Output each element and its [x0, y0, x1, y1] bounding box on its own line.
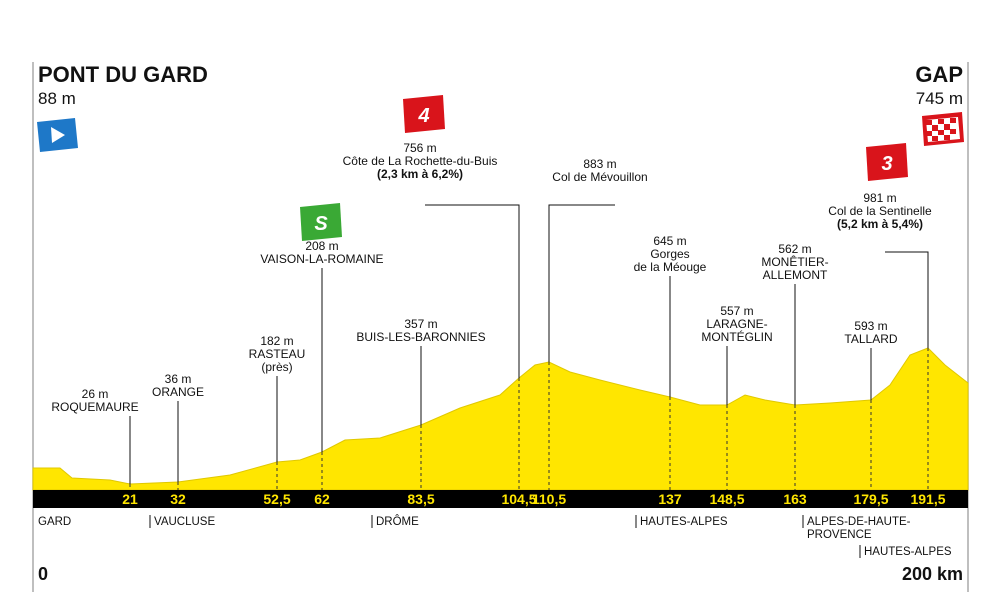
waypoint-name: RASTEAU — [249, 347, 306, 361]
waypoint-altitude: 981 m — [863, 191, 896, 205]
waypoint-name: ORANGE — [152, 385, 204, 399]
waypoint-altitude: 883 m — [583, 157, 616, 171]
climb-badge — [403, 95, 445, 133]
waypoint-name: (2,3 km à 6,2%) — [377, 167, 463, 181]
km-label: 137 — [658, 491, 682, 507]
waypoint-name: MONTÉGLIN — [701, 329, 772, 344]
km-label: 83,5 — [407, 491, 434, 507]
badge-label: 3 — [881, 153, 892, 175]
waypoint-name: Côte de La Rochette-du-Buis — [343, 154, 498, 168]
leader-line — [425, 204, 520, 378]
leader-line — [885, 251, 929, 348]
waypoint-altitude: 562 m — [778, 242, 811, 256]
department-name: HAUTES-ALPES — [864, 546, 952, 558]
badge-label: S — [314, 213, 328, 235]
finish-altitude: 745 m — [916, 89, 963, 108]
waypoint-name: Col de Mévouillon — [552, 170, 647, 184]
waypoint-altitude: 557 m — [720, 304, 753, 318]
waypoint-name: MONÊTIER- — [761, 254, 828, 269]
department-name: PROVENCE — [807, 529, 872, 541]
km-label: 148,5 — [709, 491, 744, 507]
km-label: 179,5 — [853, 491, 888, 507]
finish-flag — [922, 112, 964, 146]
department-name: GARD — [38, 516, 71, 528]
waypoint-name: ALLEMONT — [763, 268, 828, 282]
department-name: ALPES-DE-HAUTE- — [807, 516, 911, 528]
leader-line — [548, 204, 615, 362]
department-name: HAUTES-ALPES — [640, 516, 728, 528]
distance-end: 200 km — [902, 564, 963, 584]
waypoint-altitude: 756 m — [403, 141, 436, 155]
waypoint-name: (5,2 km à 5,4%) — [837, 217, 923, 231]
start-name: PONT DU GARD — [38, 62, 208, 87]
km-label: 110,5 — [532, 491, 566, 507]
waypoint-name: de la Méouge — [634, 260, 707, 274]
waypoint-altitude: 645 m — [653, 234, 686, 248]
distance-start: 0 — [38, 564, 48, 584]
start-altitude: 88 m — [38, 89, 76, 108]
waypoint-altitude: 26 m — [82, 387, 109, 401]
km-label: 21 — [122, 491, 138, 507]
finish-name: GAP — [915, 62, 963, 87]
climb-badge — [866, 143, 908, 181]
department-name: VAUCLUSE — [154, 516, 215, 528]
km-bar — [33, 490, 968, 508]
elevation-profile — [32, 347, 969, 491]
km-label: 163 — [783, 491, 807, 507]
waypoint-altitude: 357 m — [404, 317, 437, 331]
km-label: 52,5 — [263, 491, 290, 507]
waypoint-name: (près) — [261, 360, 292, 374]
km-label: 104,5 — [501, 491, 536, 507]
department-name: DRÔME — [376, 515, 419, 528]
waypoint-name: Gorges — [650, 247, 689, 261]
waypoint-name: VAISON-LA-ROMAINE — [260, 252, 383, 266]
waypoint-name: ROQUEMAURE — [51, 400, 138, 414]
waypoint-altitude: 182 m — [260, 334, 293, 348]
km-label: 32 — [170, 491, 186, 507]
waypoint-altitude: 208 m — [305, 239, 338, 253]
waypoint-name: TALLARD — [844, 332, 897, 346]
climb-badge — [300, 203, 342, 241]
waypoint-name: LARAGNE- — [706, 317, 767, 331]
badge-label: 4 — [417, 105, 429, 127]
waypoint-name: Col de la Sentinelle — [828, 204, 932, 218]
waypoint-name: BUIS-LES-BARONNIES — [356, 330, 485, 344]
km-label: 191,5 — [910, 491, 945, 507]
waypoint-altitude: 593 m — [854, 319, 887, 333]
waypoint-altitude: 36 m — [165, 372, 192, 386]
km-label: 62 — [314, 491, 330, 507]
start-flag — [37, 118, 78, 152]
